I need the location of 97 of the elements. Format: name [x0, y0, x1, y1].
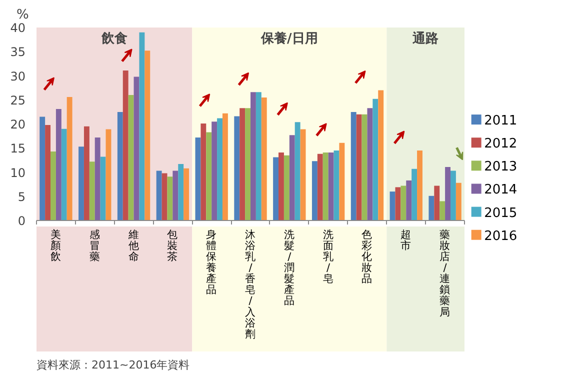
x-tick-label: 美顏飲 [50, 228, 62, 264]
bar [390, 192, 396, 220]
bar [156, 170, 162, 220]
bar [245, 108, 250, 220]
bar [222, 113, 228, 220]
bar [312, 161, 318, 220]
bar [61, 128, 67, 220]
x-tick-label: 身體保養產品 [206, 229, 218, 296]
bar [434, 186, 440, 220]
bar [128, 95, 134, 220]
bar [284, 155, 290, 220]
y-tick-label: 5 [18, 190, 26, 204]
bar [40, 116, 46, 220]
bar [106, 129, 112, 220]
bar [350, 112, 356, 220]
legend-label: 2013 [484, 160, 518, 175]
bar [362, 114, 368, 220]
bar [450, 170, 456, 220]
band-label: 飲食 [100, 32, 128, 46]
bar [56, 109, 62, 220]
bar [440, 201, 446, 220]
legend-label: 2011 [484, 114, 518, 129]
bar [144, 50, 150, 220]
bar [217, 118, 222, 220]
x-tick-label: 藥妝店/連鎖藥局 [440, 228, 451, 318]
bar [328, 152, 334, 220]
bar [356, 114, 362, 220]
bar [162, 173, 168, 220]
bar [322, 152, 328, 220]
bar [184, 168, 190, 220]
bar [428, 196, 434, 220]
bar [300, 129, 306, 220]
bar [212, 122, 218, 220]
bar [134, 76, 140, 220]
legend-label: 2016 [484, 228, 518, 244]
y-tick-label: 30 [10, 69, 26, 84]
bar [234, 116, 240, 220]
y-tick-label: 35 [10, 45, 26, 60]
source-note: 資料來源：2011~2016年資料 [36, 358, 190, 372]
bar [406, 180, 412, 220]
bar [172, 170, 178, 220]
bar [84, 126, 90, 220]
band-label: 保養/日用 [260, 30, 318, 46]
bar [100, 156, 106, 220]
y-tick-label: 20 [10, 118, 26, 132]
y-tick-label: 10 [10, 166, 26, 180]
bar [378, 90, 384, 220]
bar [94, 138, 100, 220]
y-tick-label: 25 [10, 93, 26, 108]
bar [250, 92, 256, 220]
x-tick-label: 洗面乳/皂 [322, 228, 334, 286]
bar [261, 97, 267, 220]
bar [367, 108, 373, 220]
y-tick-label: 40 [10, 21, 26, 35]
x-tick-label: 感冒藥 [89, 228, 100, 264]
bar [256, 92, 262, 220]
bar [206, 132, 212, 220]
bar [139, 32, 145, 220]
bar [178, 164, 184, 220]
x-tick-label: 色彩化妝品 [362, 229, 373, 286]
y-axis-title: % [16, 8, 29, 22]
bar [273, 157, 279, 220]
bar [78, 146, 84, 220]
bar [240, 108, 246, 220]
bar [445, 166, 450, 220]
x-tick-label: 包裝茶 [167, 229, 178, 264]
bar [400, 186, 406, 220]
y-tick-label: 0 [18, 214, 26, 228]
bar [195, 138, 201, 220]
bar [167, 176, 173, 220]
category-label: 沐浴乳/香皂/入浴劑 [245, 229, 256, 340]
bar [117, 112, 123, 220]
bar [89, 162, 95, 220]
legend-label: 2012 [484, 136, 518, 152]
bar [339, 142, 345, 220]
band-label: 通路 [412, 30, 439, 46]
bar [66, 96, 72, 220]
bar [50, 152, 56, 220]
x-tick-label: 維他命 [127, 229, 140, 264]
bar [45, 124, 51, 220]
bar [278, 152, 284, 220]
x-tick-label: 洗髮/潤髮產品 [284, 228, 295, 308]
x-tick-label: 超市 [400, 229, 412, 252]
bar [122, 70, 128, 220]
bar [417, 150, 422, 220]
bar [395, 187, 401, 220]
bar [412, 168, 418, 220]
bar [289, 135, 295, 220]
bar [456, 182, 462, 220]
legend-label: 2015 [484, 206, 518, 221]
bar [200, 124, 206, 220]
legend-label: 2014 [484, 182, 518, 198]
bar [334, 150, 340, 220]
bar [317, 154, 323, 220]
y-tick-label: 15 [10, 142, 26, 156]
bar [294, 122, 300, 220]
bar [372, 98, 378, 220]
